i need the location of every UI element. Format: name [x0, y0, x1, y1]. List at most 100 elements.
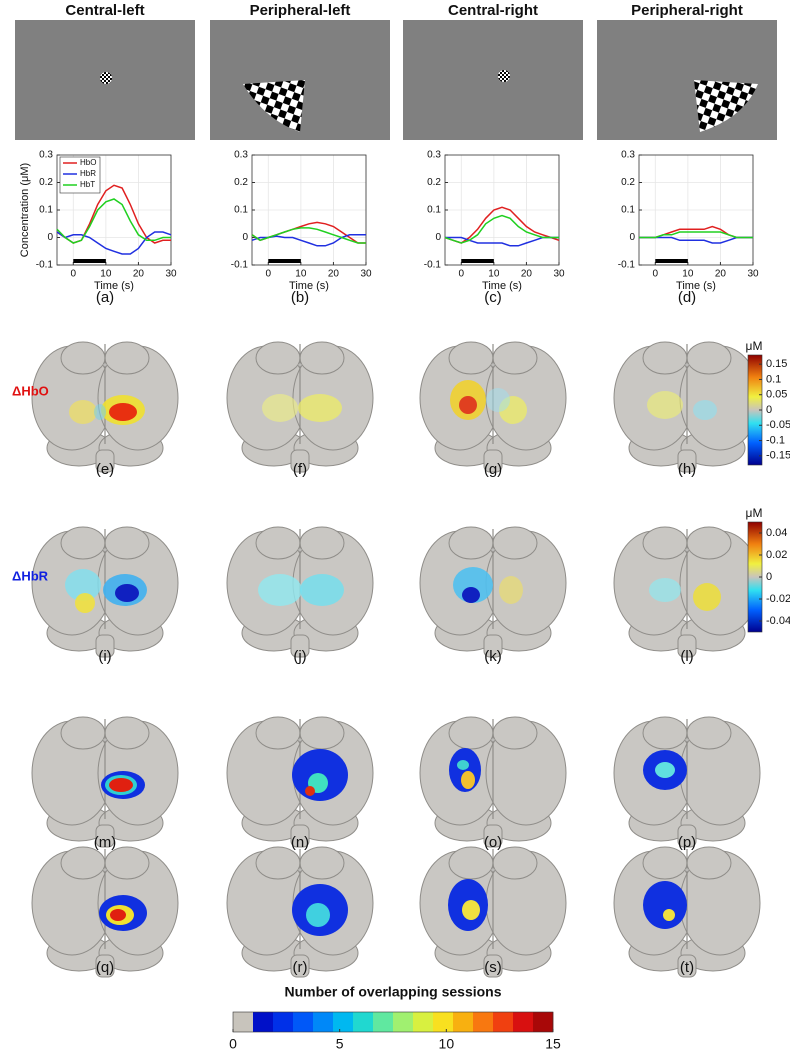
panel-label: (c) [484, 289, 502, 306]
y-tick-label: 0.3 [621, 150, 635, 161]
column-title: Peripheral-right [631, 2, 743, 19]
brain-render [226, 526, 374, 658]
brain-render [419, 716, 567, 848]
stimulus-screen [403, 20, 583, 140]
colorbar-segment [253, 1012, 274, 1032]
activation-blob [647, 391, 683, 419]
brain-render [226, 716, 374, 848]
legend-label: HbT [80, 180, 95, 189]
colorbar-tick-label: 0 [766, 571, 772, 583]
brainstem [677, 954, 697, 978]
y-tick-label: -0.1 [424, 260, 442, 271]
activation-blob [655, 762, 675, 778]
colorbar-segment [333, 1012, 354, 1032]
stimulus-bar [461, 259, 494, 263]
plot-frame [638, 154, 754, 266]
brainstem [95, 954, 115, 978]
activation-blob [663, 909, 675, 921]
brainstem [290, 954, 310, 978]
activation-blob [69, 400, 97, 424]
panel-label: (i) [98, 648, 111, 665]
colorbar-tick-label: 5 [336, 1036, 344, 1052]
panel-label: (d) [678, 289, 696, 306]
brainstem [95, 824, 115, 848]
x-tick-label: 0 [266, 269, 272, 280]
x-tick-label: 30 [165, 269, 177, 280]
panel-label: (j) [293, 648, 306, 665]
plot-frame [251, 154, 367, 266]
colorbar-tick-label: -0.1 [766, 434, 785, 446]
brainstem [483, 634, 503, 658]
colorbar-segment [273, 1012, 294, 1032]
frontal-lobe [104, 526, 150, 560]
x-tick-label: 20 [715, 269, 727, 280]
colorbar-tick-label: 0.05 [766, 389, 787, 401]
brainstem [677, 449, 697, 473]
colorbar-tick-label: 10 [439, 1036, 455, 1052]
x-axis-label: Time (s) [289, 280, 329, 292]
frontal-lobe [60, 341, 106, 375]
y-tick-label: 0.3 [427, 150, 441, 161]
x-tick-label: 30 [747, 269, 759, 280]
series-line [639, 231, 753, 239]
checkerboard [243, 80, 305, 132]
column-title: Peripheral-left [250, 2, 351, 19]
frontal-lobe [255, 526, 301, 560]
panel-label: (g) [484, 461, 502, 478]
panel-label: (k) [484, 648, 502, 665]
x-tick-label: 20 [328, 269, 340, 280]
row-label: ΔHbR [12, 568, 49, 583]
activation-blob [115, 584, 139, 602]
y-tick-label: 0.3 [234, 150, 248, 161]
brainstem [677, 634, 697, 658]
x-tick-label: 10 [682, 269, 694, 280]
frontal-lobe [686, 716, 732, 750]
colorbar-segment [493, 1012, 514, 1032]
stimulus-screen [597, 20, 777, 140]
frontal-lobe [448, 846, 494, 880]
colorbar-tick-label: -0.02 [766, 593, 790, 605]
frontal-lobe [104, 846, 150, 880]
brainstem [290, 634, 310, 658]
y-tick-label: 0.1 [234, 205, 248, 216]
y-tick-label: 0.1 [427, 205, 441, 216]
y-tick-label: 0 [242, 232, 248, 243]
frontal-lobe [104, 716, 150, 750]
frontal-lobe [299, 526, 345, 560]
frontal-lobe [492, 526, 538, 560]
panel-label: (f) [293, 461, 307, 478]
activation-blob [75, 593, 95, 613]
activation-blob [643, 881, 687, 929]
stimulus-bar [73, 259, 106, 263]
frontal-lobe [60, 716, 106, 750]
frontal-lobe [60, 526, 106, 560]
colorbar-frame [232, 1011, 554, 1033]
activation-blob [499, 576, 523, 604]
x-tick-label: 0 [71, 269, 77, 280]
legend-label: HbR [80, 169, 96, 178]
frontal-lobe [60, 846, 106, 880]
activation-blob [65, 569, 101, 601]
frontal-lobe [492, 716, 538, 750]
y-tick-label: 0 [47, 232, 53, 243]
brain-render [419, 341, 567, 473]
colorbar-tick-label: -0.04 [766, 615, 790, 627]
legend-label: HbO [80, 158, 96, 167]
colorbar-segment [233, 1012, 254, 1032]
colorbar-tick-label: 0.1 [766, 373, 781, 385]
panel-label: (m) [94, 834, 117, 851]
activation-blob [110, 909, 126, 921]
frontal-lobe [448, 526, 494, 560]
colorbar-segment [293, 1012, 314, 1032]
activation-blob [262, 394, 298, 422]
colorbar-tick-label: -0.15 [766, 450, 790, 462]
activation-blob [693, 400, 717, 420]
colorbar-tick-label: -0.05 [766, 419, 790, 431]
y-tick-label: -0.1 [231, 260, 249, 271]
activation-blob [462, 587, 480, 603]
brain-render [613, 716, 761, 848]
brain-render [226, 341, 374, 473]
colorbar-tick-label: 0.04 [766, 527, 787, 539]
x-tick-label: 10 [295, 269, 307, 280]
activation-blob [305, 786, 315, 796]
